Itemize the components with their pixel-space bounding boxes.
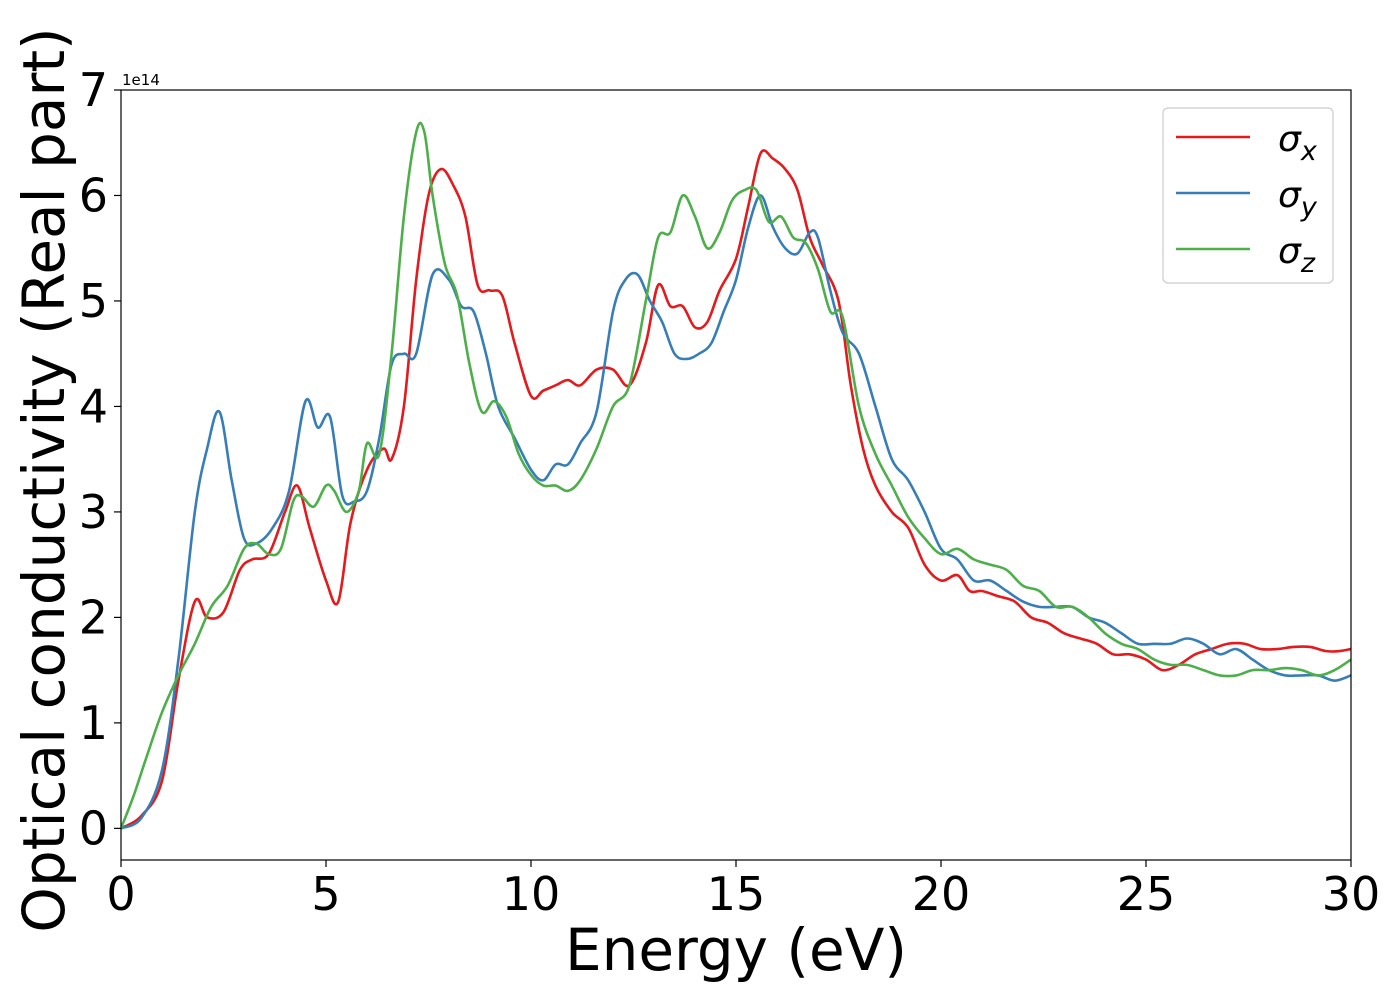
legend-box	[1162, 107, 1334, 284]
x-tick-label: 10	[502, 867, 561, 921]
series-line-x	[121, 149, 1351, 830]
y-tick-label: 4	[79, 379, 108, 433]
x-tick-label: 25	[1117, 867, 1176, 921]
x-tick-label: 0	[106, 867, 135, 921]
tick-layer: 0 5 10 15 20 25 30 0 1 2 3 4 5 6 7	[79, 63, 1381, 921]
y-tick-label: 5	[79, 274, 108, 328]
x-tick-label: 20	[912, 867, 971, 921]
series-line-z	[121, 121, 1351, 829]
series-line-y	[121, 194, 1351, 830]
x-tick-label: 5	[311, 867, 340, 921]
y-tick-label: 1	[79, 696, 108, 750]
legend: σx σy σz	[1162, 107, 1334, 284]
y-tick-label: 7	[79, 63, 108, 117]
series-layer	[121, 121, 1351, 830]
y-tick-label: 6	[79, 168, 108, 222]
y-tick-label: 0	[79, 801, 108, 855]
legend-label-x: σx	[1278, 119, 1318, 167]
legend-label-z: σz	[1278, 231, 1316, 279]
y-tick-label: 3	[79, 485, 108, 539]
y-axis-label: Optical conductivity (Real part)	[10, 27, 78, 932]
y-offset-text: 1e14	[122, 71, 160, 89]
y-tick-label: 2	[79, 590, 108, 644]
x-axis-label: Energy (eV)	[565, 916, 907, 984]
x-tick-label: 30	[1322, 867, 1381, 921]
legend-label-y: σy	[1278, 175, 1318, 223]
x-tick-label: 15	[707, 867, 766, 921]
